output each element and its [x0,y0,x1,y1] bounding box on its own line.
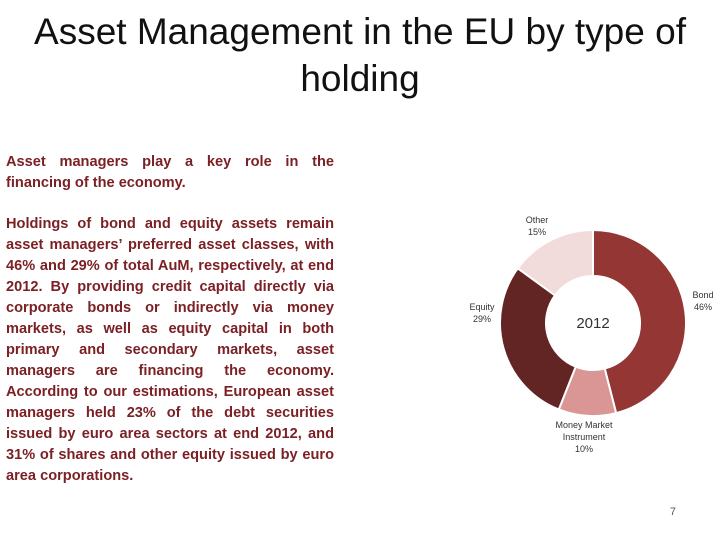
slice-other [516,228,594,297]
slice-label-bond: Bond 46% [692,290,713,312]
donut-chart: Bond 46% Money Market Instrument 10% Equity 29… [450,200,720,470]
page-number: 7 [669,506,676,518]
slice-bond [592,228,687,415]
slide-title: Asset Management in the EU by type of ho… [34,11,686,99]
slice-label-money-market: Money Market Instrument 10% [555,420,613,454]
donut-center-label: 2012 [576,315,609,332]
slice-equity [499,266,577,411]
slice-label-other: Other 15% [526,215,549,237]
text-block: Asset managers play a key role in the fi… [6,152,334,487]
donut-chart-svg: Bond 46% Money Market Instrument 10% Equity 29… [469,215,713,454]
slice-label-equity: Equity 29% [469,302,495,324]
body-paragraph: Holdings of bond and equity assets remai… [6,216,334,484]
lead-paragraph: Asset managers play a key role in the fi… [6,154,334,191]
